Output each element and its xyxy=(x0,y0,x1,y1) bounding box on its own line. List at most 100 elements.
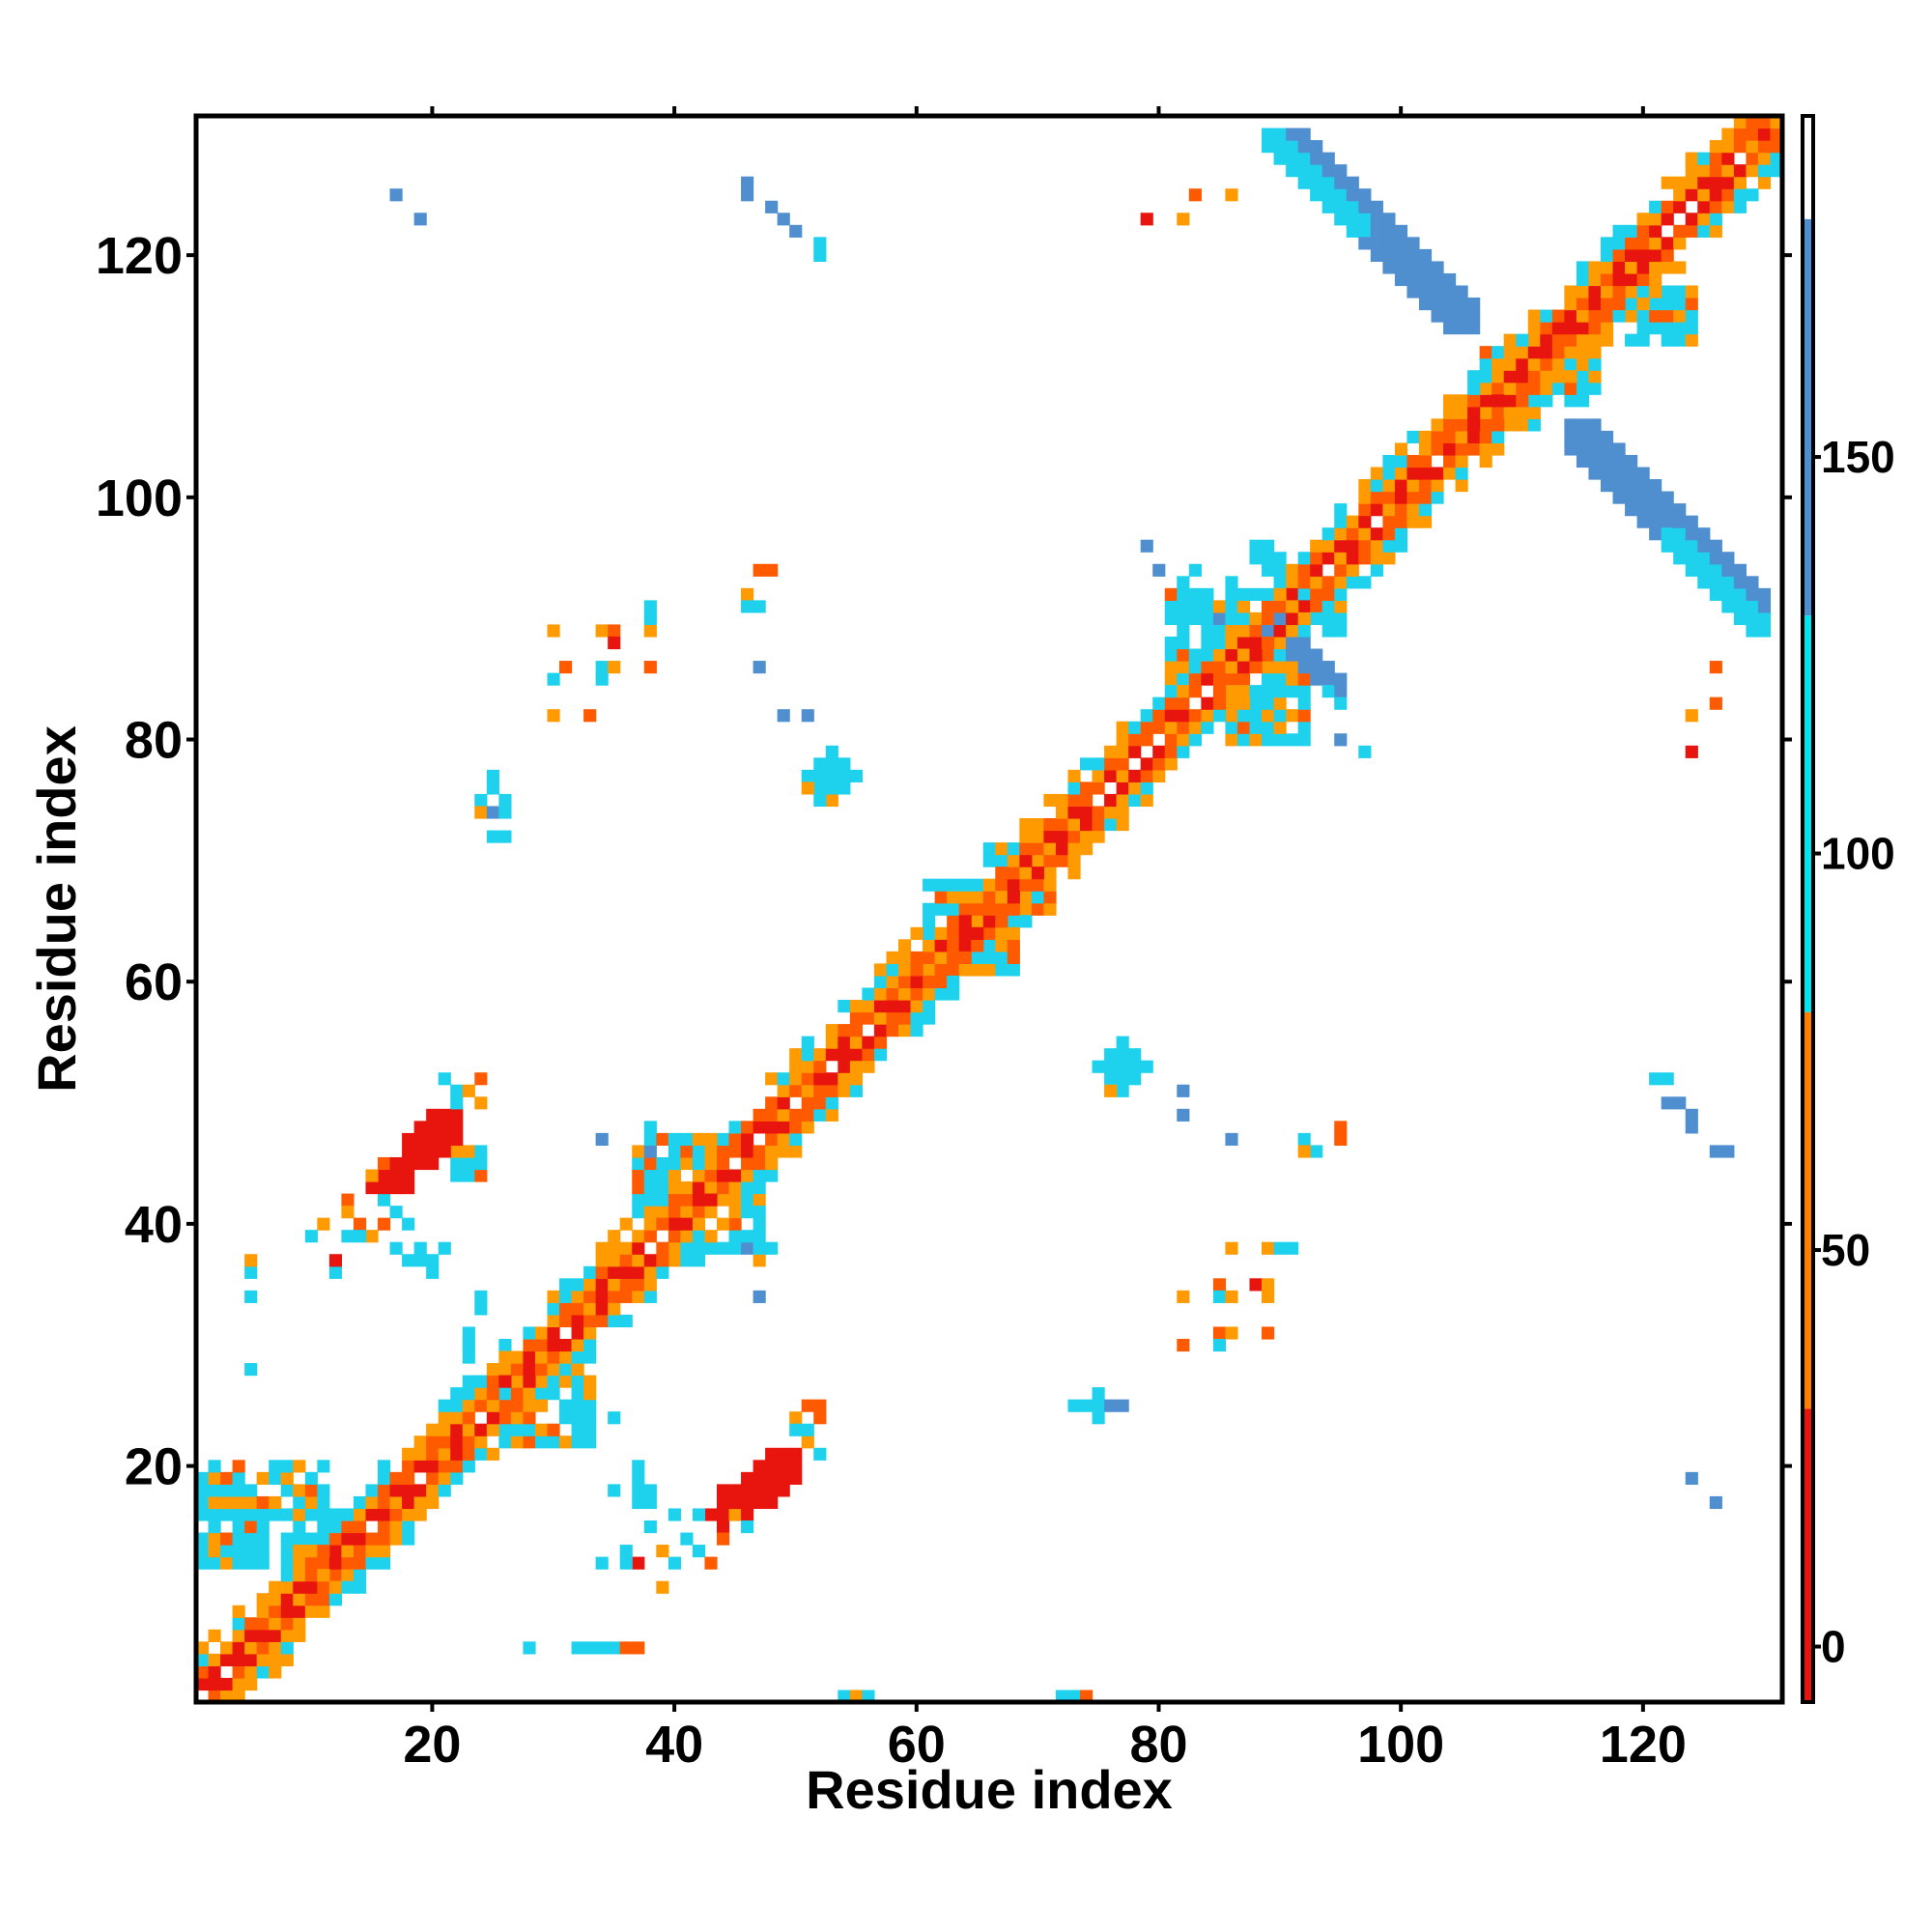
contact-cell xyxy=(1503,394,1517,408)
contact-cell xyxy=(1128,793,1142,808)
contact-cell xyxy=(995,939,1009,952)
contact-cell xyxy=(1310,563,1323,577)
contact-cell xyxy=(498,1411,512,1425)
contact-cell xyxy=(1249,661,1263,674)
contact-cell xyxy=(958,939,972,952)
contact-cell xyxy=(547,1435,560,1449)
contact-cell xyxy=(1382,213,1396,226)
contact-cell xyxy=(474,806,488,819)
contact-cell xyxy=(632,1241,645,1255)
contact-cell xyxy=(1225,1241,1238,1255)
contact-cell xyxy=(341,1508,355,1521)
contact-cell xyxy=(1431,442,1444,456)
contact-cell xyxy=(753,1495,766,1510)
contact-cell xyxy=(232,1460,245,1473)
contact-cell xyxy=(462,1350,475,1364)
contact-cell xyxy=(1636,285,1650,298)
contact-cell xyxy=(196,1532,210,1546)
contact-cell xyxy=(1152,757,1166,771)
contact-cell xyxy=(1540,370,1553,384)
contact-cell xyxy=(341,1580,355,1594)
contact-cell xyxy=(849,1048,863,1062)
contact-cell xyxy=(474,793,488,808)
contact-cell xyxy=(1152,709,1166,723)
contact-cell xyxy=(982,951,996,964)
contact-cell xyxy=(1358,527,1372,541)
contact-cell xyxy=(1612,442,1626,456)
contact-cell xyxy=(280,1508,294,1521)
contact-cell xyxy=(559,1411,573,1425)
contact-cell xyxy=(1685,164,1698,178)
contact-cell xyxy=(280,1593,294,1606)
contact-cell xyxy=(571,1411,584,1425)
contact-cell xyxy=(716,1484,730,1497)
contact-cell xyxy=(304,1230,318,1243)
contact-cell xyxy=(413,1508,427,1521)
contact-cell xyxy=(656,1193,669,1207)
contact-cell xyxy=(1007,939,1020,952)
contact-cell xyxy=(995,878,1009,892)
contact-cell xyxy=(813,1084,827,1097)
contact-cell xyxy=(256,1665,270,1679)
contact-cell xyxy=(1080,830,1094,843)
contact-cell xyxy=(1188,563,1202,577)
contact-cell xyxy=(1019,902,1033,916)
contact-cell xyxy=(1697,152,1711,165)
contact-cell xyxy=(632,1290,645,1303)
contact-cell xyxy=(474,1375,488,1388)
contact-cell xyxy=(1249,685,1263,698)
contact-cell xyxy=(1310,672,1323,686)
contact-cell xyxy=(1273,721,1287,734)
contact-cell xyxy=(1733,200,1747,213)
contact-cell xyxy=(1177,709,1190,723)
contact-cell xyxy=(1625,285,1638,298)
contact-cell xyxy=(1116,1399,1129,1412)
contact-cell xyxy=(523,1363,536,1377)
contact-cell xyxy=(559,1290,573,1303)
contact-cell xyxy=(244,1629,258,1642)
contact-cell xyxy=(765,1169,779,1182)
contact-cell xyxy=(1092,1387,1105,1401)
contact-cell xyxy=(753,1181,766,1195)
contact-cell xyxy=(668,1156,681,1171)
contact-cell xyxy=(378,1556,391,1570)
contact-cell xyxy=(1273,611,1287,626)
contact-cell xyxy=(402,1460,415,1473)
contact-cell xyxy=(1576,309,1590,323)
contact-cell xyxy=(1636,224,1650,238)
contact-cell xyxy=(1649,322,1662,335)
contact-cell xyxy=(328,1569,343,1582)
contact-cell xyxy=(741,1169,754,1182)
contact-cell xyxy=(256,1495,270,1510)
contact-cell xyxy=(1177,587,1190,601)
contact-cell xyxy=(728,1193,742,1207)
contact-cell xyxy=(583,1375,597,1388)
contact-cell xyxy=(450,1423,464,1436)
contact-cell xyxy=(668,1206,681,1219)
contact-cell xyxy=(1249,636,1263,650)
contact-cell xyxy=(1262,672,1275,686)
contact-cell xyxy=(789,1084,803,1097)
contact-cell xyxy=(1636,333,1650,347)
contact-cell xyxy=(1382,503,1396,517)
contact-cell xyxy=(656,1265,669,1279)
contact-cell xyxy=(643,600,657,613)
contact-cell xyxy=(1770,164,1783,178)
contact-cell xyxy=(208,1471,221,1485)
contact-cell xyxy=(244,1545,258,1558)
contact-cell xyxy=(523,1423,536,1436)
contact-cell xyxy=(426,1265,440,1279)
contact-cell xyxy=(1443,467,1457,480)
contact-cell xyxy=(1467,418,1481,432)
contact-cell xyxy=(1286,672,1299,686)
contact-cell xyxy=(608,1254,621,1267)
contact-cell xyxy=(1225,661,1238,674)
contact-cell xyxy=(897,963,912,977)
contact-cell xyxy=(1080,781,1094,795)
contact-cell xyxy=(886,1011,899,1025)
contact-cell xyxy=(741,1495,754,1510)
contact-cell xyxy=(1588,272,1602,287)
contact-cell xyxy=(777,1132,790,1147)
contact-cell xyxy=(1516,406,1529,419)
contact-cell xyxy=(1152,769,1166,782)
